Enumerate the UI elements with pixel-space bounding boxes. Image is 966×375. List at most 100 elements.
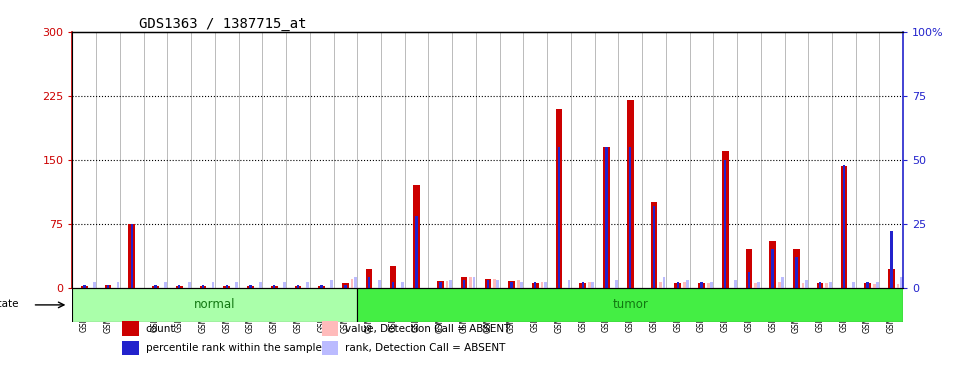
Bar bbox=[627, 100, 634, 288]
Bar bbox=[202, 285, 204, 288]
Text: rank, Detection Call = ABSENT: rank, Detection Call = ABSENT bbox=[345, 343, 505, 353]
Bar bbox=[873, 284, 875, 288]
Bar bbox=[81, 286, 88, 288]
Bar bbox=[123, 321, 139, 336]
Bar bbox=[295, 286, 301, 288]
Bar bbox=[746, 249, 753, 288]
FancyBboxPatch shape bbox=[357, 288, 903, 321]
Bar bbox=[541, 282, 543, 288]
Bar bbox=[659, 282, 662, 288]
Bar bbox=[283, 282, 286, 288]
Bar bbox=[606, 147, 608, 288]
Bar bbox=[176, 286, 183, 288]
Bar bbox=[534, 282, 536, 288]
Bar bbox=[817, 284, 823, 288]
Bar bbox=[187, 282, 190, 288]
Bar bbox=[520, 282, 523, 288]
Bar bbox=[805, 280, 808, 288]
Bar bbox=[722, 151, 728, 288]
Bar bbox=[485, 279, 491, 288]
Bar bbox=[867, 282, 868, 288]
Bar bbox=[842, 165, 845, 288]
Bar bbox=[368, 278, 370, 288]
Bar bbox=[698, 284, 705, 288]
Bar bbox=[249, 285, 252, 288]
Bar bbox=[900, 278, 903, 288]
Bar bbox=[778, 282, 781, 288]
Bar bbox=[825, 284, 828, 288]
Bar bbox=[440, 282, 441, 288]
Bar bbox=[212, 282, 214, 288]
Bar bbox=[517, 280, 520, 288]
Bar bbox=[748, 272, 751, 288]
Bar bbox=[557, 147, 560, 288]
Bar bbox=[472, 278, 475, 288]
Bar bbox=[580, 284, 586, 288]
Text: percentile rank within the sample: percentile rank within the sample bbox=[146, 343, 322, 353]
Bar bbox=[754, 284, 757, 288]
Text: GDS1363 / 1387715_at: GDS1363 / 1387715_at bbox=[139, 17, 306, 31]
Bar bbox=[829, 282, 832, 288]
Bar bbox=[772, 249, 774, 288]
Text: normal: normal bbox=[194, 298, 236, 311]
Bar bbox=[437, 281, 443, 288]
Bar bbox=[107, 285, 109, 288]
Bar bbox=[354, 278, 356, 288]
Text: count: count bbox=[146, 324, 175, 333]
Bar bbox=[270, 286, 277, 288]
Bar bbox=[802, 284, 805, 288]
Bar bbox=[700, 282, 702, 288]
Bar bbox=[651, 202, 657, 288]
Bar bbox=[840, 166, 847, 288]
Bar bbox=[568, 280, 571, 288]
Bar bbox=[123, 341, 139, 355]
Bar bbox=[676, 282, 679, 288]
Bar bbox=[487, 280, 489, 288]
Bar bbox=[344, 285, 347, 288]
Bar bbox=[247, 286, 254, 288]
Bar bbox=[402, 282, 405, 288]
Bar bbox=[378, 280, 381, 288]
Bar bbox=[707, 284, 709, 288]
Text: disease state: disease state bbox=[0, 299, 18, 309]
Bar bbox=[330, 280, 333, 288]
Bar bbox=[366, 269, 373, 288]
Bar bbox=[223, 286, 230, 288]
Bar bbox=[445, 281, 448, 288]
Bar bbox=[322, 321, 338, 336]
Bar bbox=[795, 257, 798, 288]
Bar bbox=[734, 280, 737, 288]
Bar bbox=[83, 285, 86, 288]
Bar bbox=[273, 285, 275, 288]
FancyBboxPatch shape bbox=[72, 288, 903, 321]
Bar bbox=[130, 224, 133, 288]
Bar bbox=[653, 206, 655, 288]
Bar bbox=[603, 147, 610, 288]
Bar bbox=[591, 282, 594, 288]
Bar bbox=[463, 280, 466, 288]
Bar bbox=[757, 282, 760, 288]
FancyBboxPatch shape bbox=[72, 288, 357, 321]
Bar bbox=[153, 286, 158, 288]
Bar bbox=[793, 249, 800, 288]
Bar bbox=[683, 282, 686, 288]
Bar bbox=[497, 280, 499, 288]
Text: value, Detection Call = ABSENT: value, Detection Call = ABSENT bbox=[345, 324, 510, 333]
Bar bbox=[306, 282, 309, 288]
Bar bbox=[391, 282, 394, 288]
Bar bbox=[544, 282, 547, 288]
Bar bbox=[555, 109, 562, 288]
Bar bbox=[117, 282, 120, 288]
Text: tumor: tumor bbox=[612, 298, 648, 311]
Bar bbox=[225, 285, 228, 288]
Bar bbox=[297, 285, 299, 288]
Bar bbox=[200, 286, 207, 288]
Bar bbox=[588, 282, 591, 288]
Bar bbox=[865, 284, 871, 288]
Bar bbox=[178, 285, 181, 288]
Bar bbox=[532, 284, 539, 288]
Bar bbox=[582, 282, 584, 288]
Bar bbox=[876, 282, 879, 288]
Bar bbox=[104, 285, 111, 288]
Bar bbox=[319, 286, 325, 288]
